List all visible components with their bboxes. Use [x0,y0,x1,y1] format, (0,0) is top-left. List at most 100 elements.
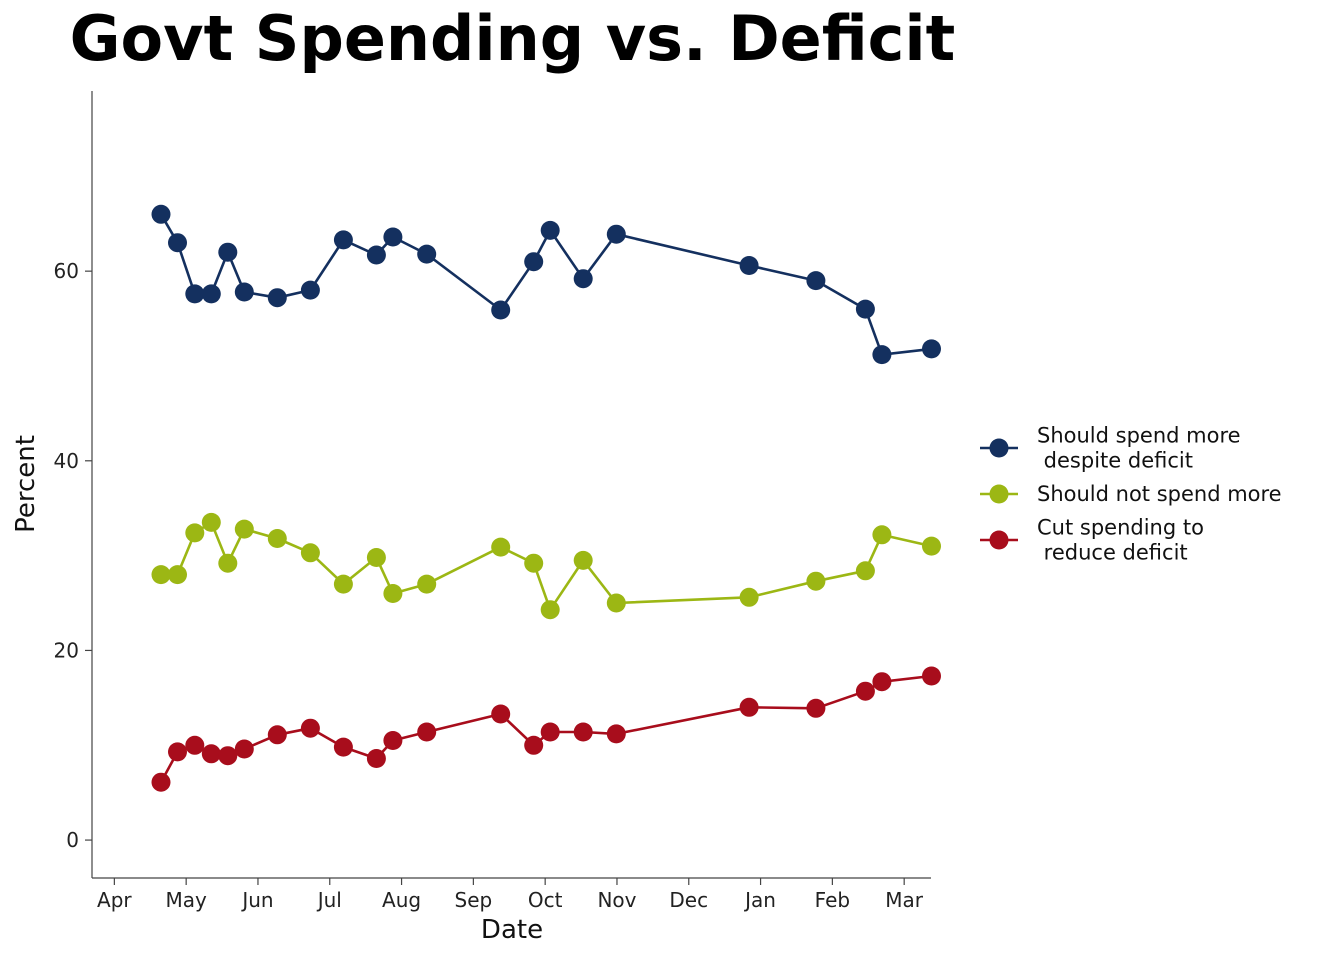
data-point [491,537,511,557]
data-point [573,722,593,742]
data-point [540,600,560,620]
data-point [201,512,221,532]
series-1 [151,204,941,365]
data-point [366,548,386,567]
series-line [159,213,932,356]
data-point [201,284,221,304]
data-point [606,593,626,613]
legend-label: Cut spending to reduce deficit [1037,516,1204,565]
x-tick-label: Oct [528,888,563,912]
data-point [806,698,826,718]
data-point [267,288,287,308]
data-point [872,672,892,692]
data-point [491,300,511,320]
data-point [151,204,171,224]
data-point [524,735,544,755]
data-point [185,523,205,543]
data-point [300,280,320,300]
data-point [300,718,320,738]
data-point [855,561,875,581]
data-point [300,543,320,563]
data-point [739,697,759,717]
data-point [267,725,287,745]
y-ticks: 0 20 40 60 [54,259,92,852]
y-tick-label: 0 [66,828,79,852]
x-ticks: Apr May Jun Jul Aug Sep Oct Nov Dec Jan Feb Mar [97,878,924,912]
data-point [218,553,238,573]
data-point [806,571,826,591]
axes [91,91,931,879]
series-2 [151,512,941,620]
data-point [417,244,437,264]
data-point [922,536,941,556]
chart-title: Govt Spending vs. Deficit [69,2,956,75]
x-tick-label: Feb [815,888,850,912]
x-axis-title: Date [481,915,543,945]
data-point [218,242,238,262]
data-point [739,587,759,607]
data-point [366,245,386,265]
data-point [872,525,892,545]
data-point [234,519,254,539]
x-tick-label: Sep [455,888,493,912]
data-point [417,574,437,594]
series-3 [151,666,941,792]
y-tick-label: 60 [54,259,79,283]
legend-marker [989,438,1009,458]
data-point [151,565,171,585]
x-tick-label: Apr [97,888,132,912]
data-point [333,230,353,250]
data-point [383,584,403,603]
data-point [185,735,205,755]
data-point [922,339,941,359]
data-point [739,256,759,275]
legend-item-3: Cut spending to reduce deficit [980,516,1204,565]
data-point [151,772,171,792]
data-point [491,704,511,724]
data-point [540,722,560,742]
x-tick-label: Jun [240,888,273,912]
data-point [606,724,626,744]
legend-item-2: Should not spend more [980,482,1282,506]
data-point [524,553,544,573]
x-tick-label: Dec [669,888,708,912]
data-point [540,220,560,240]
data-point [806,271,826,291]
legend-label: Should spend more despite deficit [1037,424,1241,473]
x-tick-label: Jan [743,888,776,912]
data-point [234,739,254,759]
x-tick-label: Jul [316,888,342,912]
data-point [218,746,238,766]
data-point [185,284,205,304]
data-point [168,233,187,253]
data-point [267,529,287,548]
data-point [168,565,187,585]
data-point [524,252,544,272]
y-tick-label: 20 [54,638,79,662]
data-point [168,742,187,762]
data-point [366,749,386,768]
x-tick-label: Aug [382,888,421,912]
data-point [922,666,941,686]
data-point [383,731,403,750]
data-point [333,737,353,757]
legend: Should spend more despite deficit Should … [980,424,1282,565]
data-point [855,681,875,701]
series-line [161,521,932,612]
legend-marker [989,484,1009,504]
legend-item-1: Should spend more despite deficit [980,424,1241,473]
x-tick-label: May [165,888,207,912]
data-point [872,345,892,365]
data-point [333,574,353,594]
series-group [151,204,941,792]
data-point [417,722,437,742]
data-point [234,282,254,302]
data-point [855,299,875,319]
y-axis-title: Percent [11,435,41,533]
data-point [573,550,593,570]
y-tick-label: 40 [54,449,79,473]
legend-label: Should not spend more [1037,482,1282,506]
data-point [383,227,403,247]
x-tick-label: Mar [885,888,924,912]
